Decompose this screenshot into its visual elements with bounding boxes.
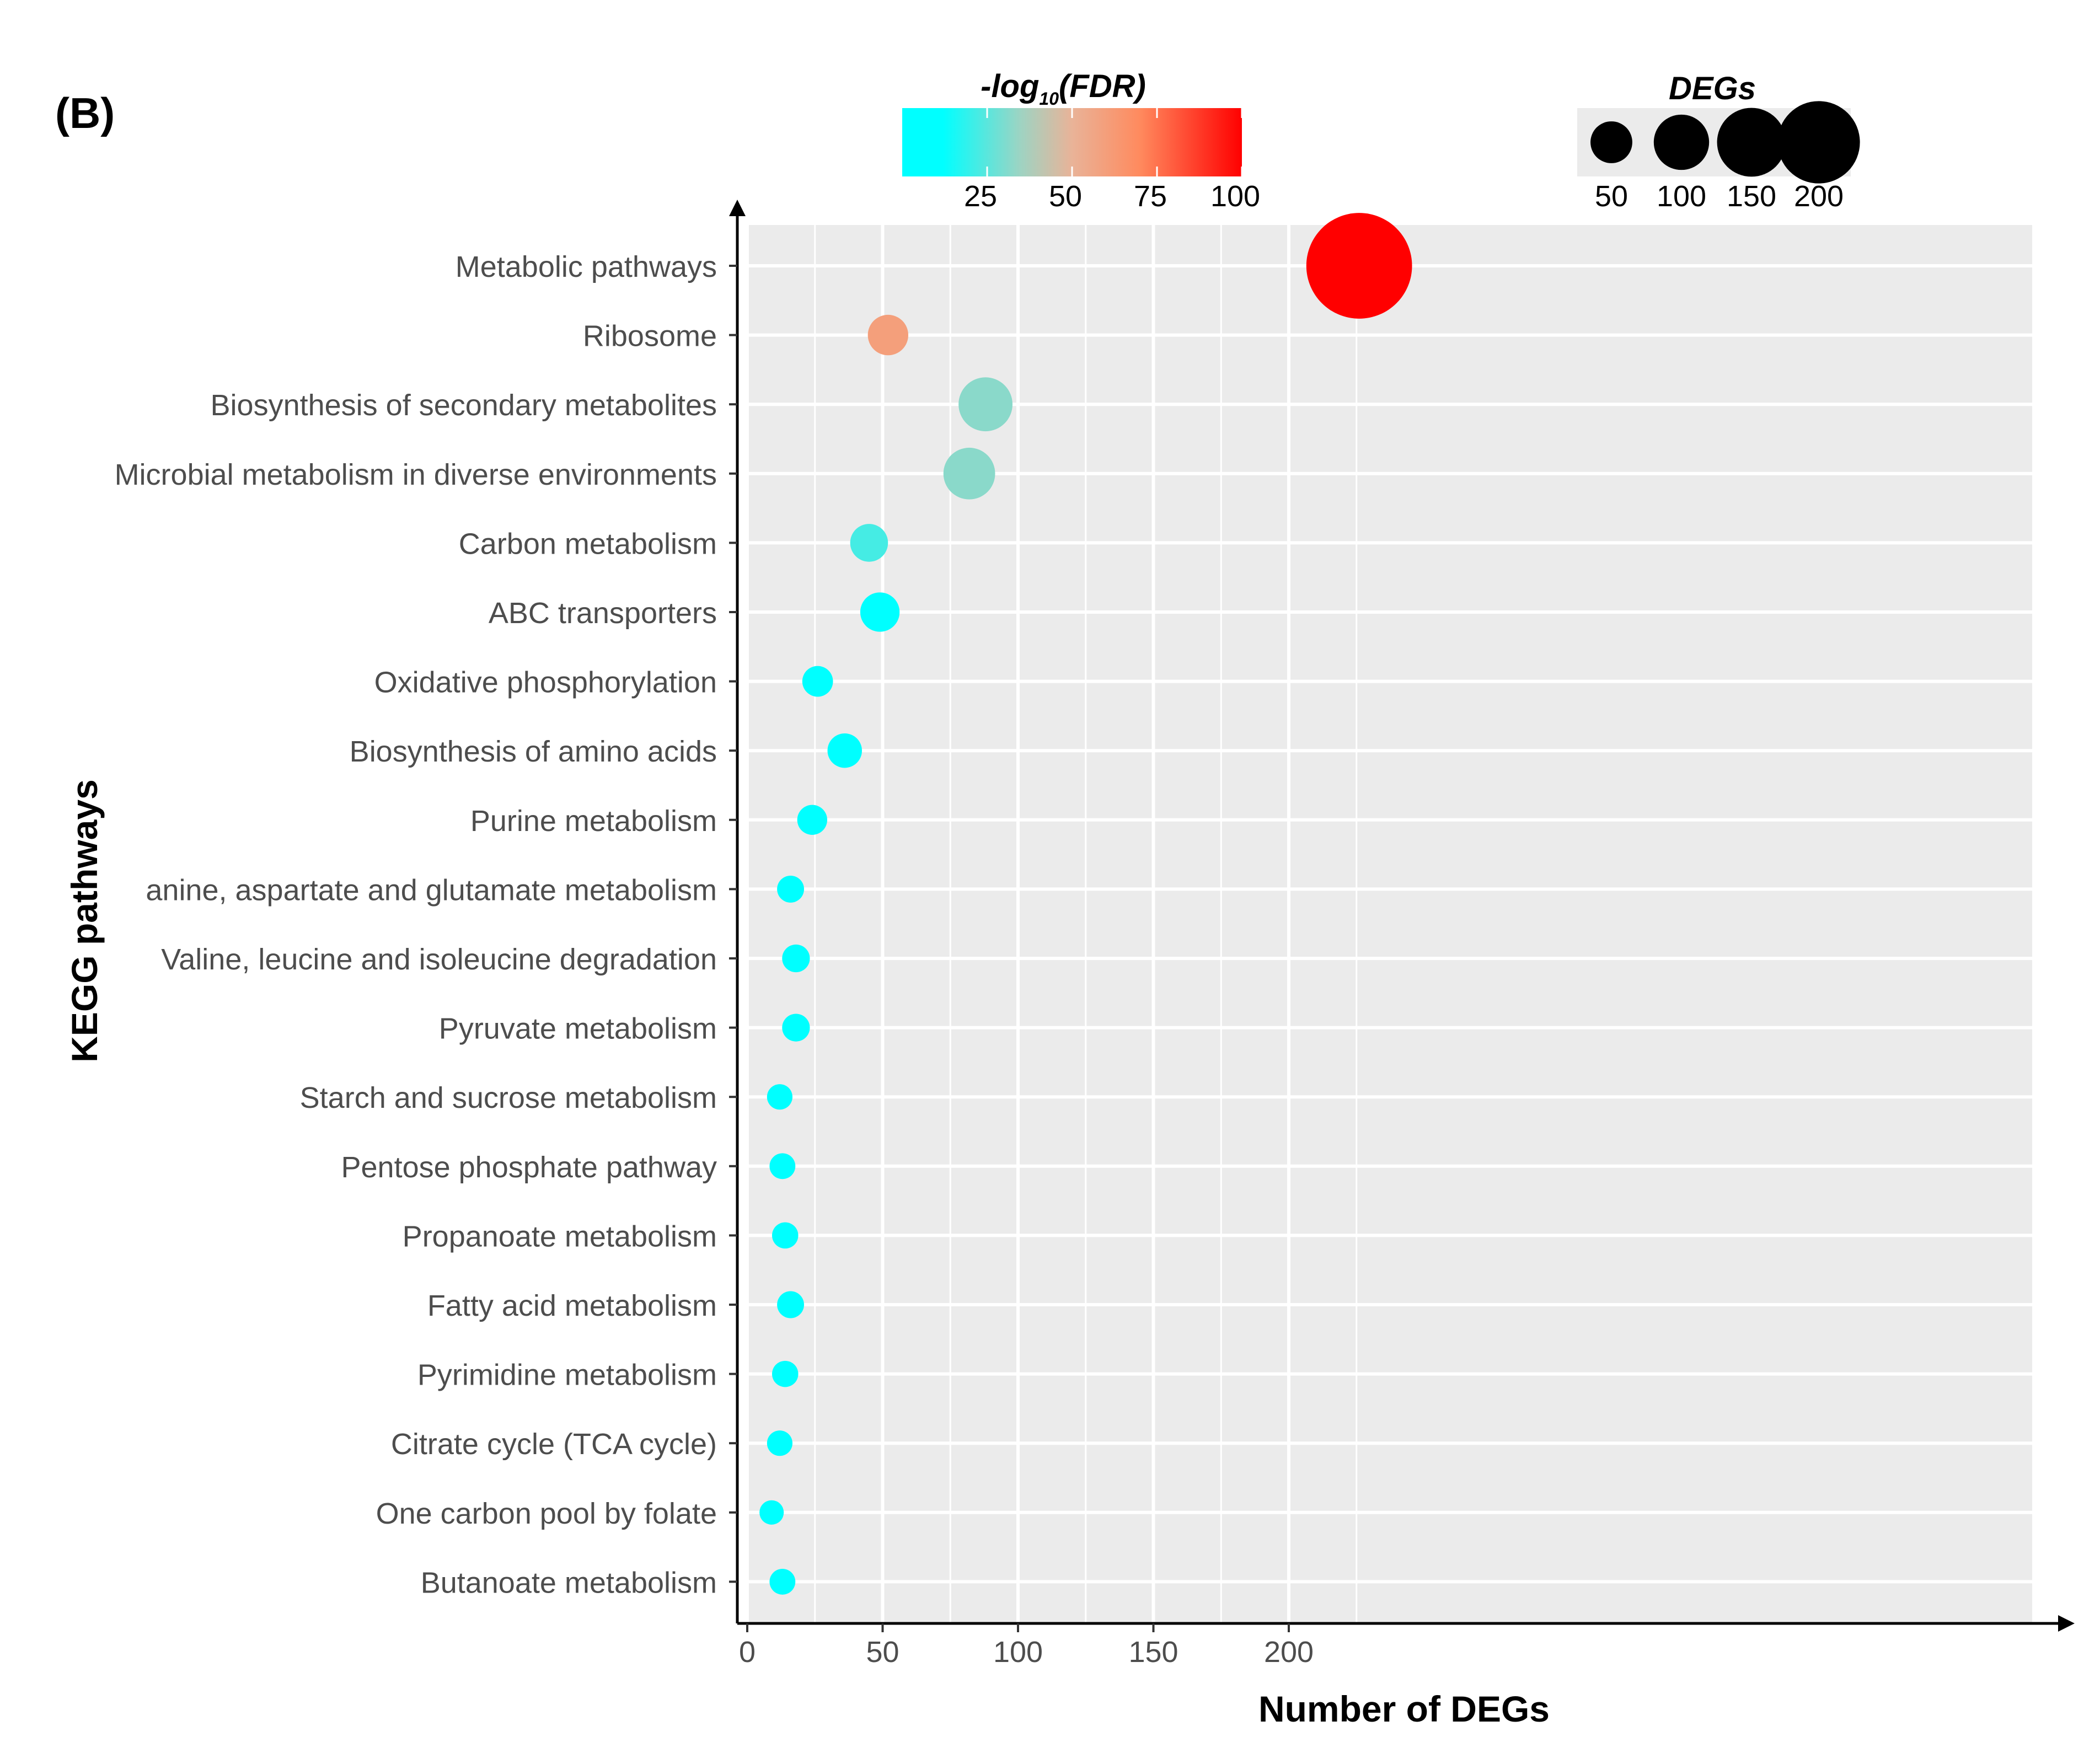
y-tick-label: Citrate cycle (TCA cycle)	[391, 1428, 717, 1461]
size-tick-label: 100	[1657, 180, 1706, 213]
x-tick-label: 100	[993, 1636, 1043, 1669]
color-legend: -log10(FDR) 25 50 75 100	[902, 68, 1260, 213]
data-point	[777, 875, 805, 903]
data-point	[867, 314, 908, 356]
y-tick-label: Valine, leucine and isoleucine degradati…	[161, 943, 717, 976]
x-axis-label: Number of DEGs	[1258, 1688, 1550, 1729]
data-point	[767, 1430, 793, 1456]
data-points	[759, 213, 1412, 1595]
size-legend-dot	[1590, 121, 1632, 163]
panel-label: (B)	[55, 89, 115, 137]
size-tick-label: 50	[1595, 180, 1628, 213]
size-legend-keys: 50 100 150 200	[1590, 101, 1860, 213]
y-tick-label: Pyrimidine metabolism	[417, 1359, 717, 1392]
color-legend-title-sub: 10	[1039, 89, 1059, 109]
data-point	[827, 733, 862, 768]
data-point	[777, 1291, 805, 1318]
data-point	[860, 592, 900, 632]
y-tick-label: Starch and sucrose metabolism	[300, 1081, 717, 1114]
x-axis-ticks: 0 50 100 150 200	[739, 1623, 1314, 1669]
y-tick-label: Butanoate metabolism	[421, 1566, 717, 1599]
data-point	[943, 447, 995, 500]
color-tick-label: 50	[1049, 180, 1082, 213]
size-legend-dot	[1653, 114, 1710, 170]
y-tick-label: Microbial metabolism in diverse environm…	[115, 458, 717, 491]
color-tick-label: 100	[1210, 180, 1260, 213]
y-axis-label: KEGG pathways	[64, 779, 105, 1062]
data-point	[772, 1222, 799, 1249]
data-point	[769, 1153, 796, 1180]
y-tick-label: One carbon pool by folate	[376, 1497, 717, 1530]
x-tick-label: 50	[866, 1636, 899, 1669]
color-legend-title-prefix: -log	[981, 68, 1039, 104]
data-point	[782, 1014, 810, 1042]
plot-panel	[747, 225, 2032, 1623]
data-point	[797, 805, 827, 835]
x-axis-arrow	[2058, 1615, 2075, 1632]
y-axis-arrow	[729, 200, 746, 216]
data-point	[802, 666, 833, 697]
y-tick-label: Ribosome	[583, 320, 717, 353]
y-tick-label: anine, aspartate and glutamate metabolis…	[146, 873, 717, 907]
color-tick-label: 75	[1134, 180, 1167, 213]
y-axis-ticks: Metabolic pathways Ribosome Biosynthesis o…	[115, 250, 737, 1599]
y-tick-label: Biosynthesis of secondary metabolites	[211, 389, 717, 422]
size-legend-title: DEGs	[1669, 71, 1756, 106]
x-tick-label: 200	[1264, 1636, 1314, 1669]
x-tick-label: 0	[739, 1636, 756, 1669]
data-point	[958, 377, 1013, 432]
color-legend-title-suffix: (FDR)	[1059, 68, 1146, 104]
size-tick-label: 200	[1794, 180, 1844, 213]
data-point	[769, 1568, 796, 1595]
size-legend-dot	[1777, 101, 1860, 184]
color-tick-label: 25	[964, 180, 997, 213]
data-point	[767, 1084, 793, 1110]
y-tick-label: ABC transporters	[489, 597, 717, 630]
color-legend-bar	[902, 108, 1242, 176]
y-tick-label: Pyruvate metabolism	[439, 1012, 717, 1046]
grid-lines	[746, 225, 2032, 1623]
y-tick-label: Oxidative phosphorylation	[374, 666, 717, 699]
size-legend: DEGs 50 100 150 200	[1577, 71, 1860, 213]
y-tick-label: Metabolic pathways	[456, 250, 717, 283]
size-legend-dot	[1717, 108, 1786, 177]
y-tick-label: Biosynthesis of amino acids	[350, 735, 717, 768]
y-tick-label: Fatty acid metabolism	[427, 1289, 717, 1322]
data-point	[759, 1500, 784, 1525]
color-legend-title: -log10(FDR)	[981, 68, 1146, 109]
y-tick-label: Carbon metabolism	[459, 527, 717, 560]
size-tick-label: 150	[1727, 180, 1776, 213]
y-tick-label: Propanoate metabolism	[403, 1220, 717, 1253]
color-legend-ticks: 25 50 75 100	[964, 108, 1260, 213]
y-tick-label: Pentose phosphate pathway	[341, 1151, 717, 1184]
x-tick-label: 150	[1128, 1636, 1178, 1669]
data-point	[1306, 213, 1412, 319]
data-point	[782, 944, 810, 973]
y-tick-label: Purine metabolism	[470, 805, 717, 838]
data-point	[772, 1360, 799, 1387]
data-point	[850, 524, 888, 562]
